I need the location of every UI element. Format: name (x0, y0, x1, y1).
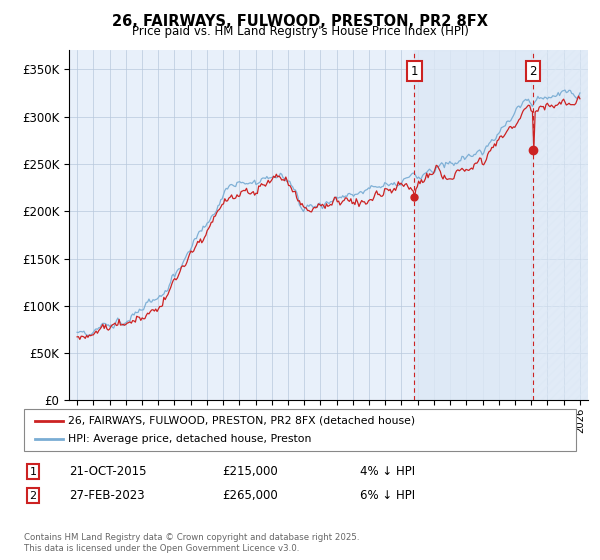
Text: 27-FEB-2023: 27-FEB-2023 (69, 489, 145, 502)
Text: 2: 2 (529, 65, 537, 78)
Text: 26, FAIRWAYS, FULWOOD, PRESTON, PR2 8FX (detached house): 26, FAIRWAYS, FULWOOD, PRESTON, PR2 8FX … (68, 416, 415, 426)
Text: 1: 1 (29, 466, 37, 477)
Text: 6% ↓ HPI: 6% ↓ HPI (360, 489, 415, 502)
Text: £265,000: £265,000 (222, 489, 278, 502)
Text: 26, FAIRWAYS, FULWOOD, PRESTON, PR2 8FX: 26, FAIRWAYS, FULWOOD, PRESTON, PR2 8FX (112, 14, 488, 29)
Text: £215,000: £215,000 (222, 465, 278, 478)
Text: 21-OCT-2015: 21-OCT-2015 (69, 465, 146, 478)
Text: 4% ↓ HPI: 4% ↓ HPI (360, 465, 415, 478)
Text: HPI: Average price, detached house, Preston: HPI: Average price, detached house, Pres… (68, 434, 311, 444)
FancyBboxPatch shape (24, 409, 576, 451)
Text: 1: 1 (410, 65, 418, 78)
Text: 2: 2 (29, 491, 37, 501)
Bar (414, 50, 533, 400)
Text: Contains HM Land Registry data © Crown copyright and database right 2025.
This d: Contains HM Land Registry data © Crown c… (24, 533, 359, 553)
Bar (533, 50, 588, 400)
Text: Price paid vs. HM Land Registry's House Price Index (HPI): Price paid vs. HM Land Registry's House … (131, 25, 469, 38)
